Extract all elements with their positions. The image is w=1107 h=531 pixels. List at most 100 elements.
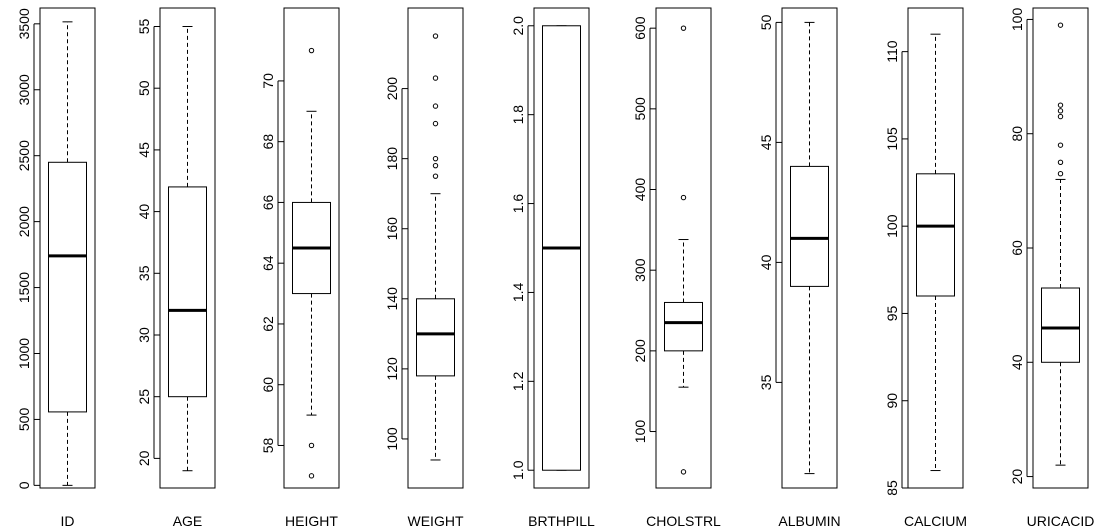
outlier-point-uricacid-4 [1057,108,1064,114]
x-label-albumin: ALBUMIN [778,513,840,529]
outlier-point-uricacid-6 [1057,22,1064,28]
outlier-point-cholstrl-1 [680,194,687,201]
panel-frame-age [159,7,216,489]
y-tick-label-id-0: 0 [16,481,32,489]
iqr-box-weight [416,298,455,377]
x-label-uricacid: URICACID [1027,513,1095,529]
y-tick-label-weight-0: 100 [384,427,400,451]
outlier-point-weight-4 [432,103,439,109]
y-tick-label-cholstrl-0: 100 [632,420,648,444]
y-tick-label-brthpill-0: 1.0 [510,460,526,480]
y-tick-label-calcium-5: 110 [884,40,900,63]
y-tick-label-id-4: 2000 [16,206,32,237]
y-tick-label-id-7: 3500 [16,8,32,39]
y-tick-label-uricacid-0: 20 [1009,469,1025,485]
y-tick-label-height-2: 62 [260,316,276,332]
x-label-age: AGE [173,513,203,529]
outlier-point-uricacid-5 [1057,102,1064,108]
y-tick-label-weight-5: 200 [384,77,400,101]
y-tick-label-calcium-2: 95 [884,305,900,321]
iqr-box-calcium [916,173,955,297]
y-tick-label-weight-4: 180 [384,147,400,171]
outlier-point-weight-2 [432,155,439,162]
outlier-point-uricacid-0 [1057,171,1064,177]
y-tick-label-brthpill-4: 1.8 [510,105,526,125]
y-tick-label-calcium-1: 90 [884,393,900,409]
y-tick-label-uricacid-4: 100 [1009,8,1025,32]
x-label-height: HEIGHT [285,513,338,529]
y-tick-label-id-6: 3000 [16,74,32,105]
panel-frame-brthpill [533,7,590,489]
y-tick-label-brthpill-5: 2.0 [510,16,526,36]
y-tick-label-calcium-3: 100 [884,214,900,238]
y-tick-label-calcium-4: 105 [884,127,900,151]
y-tick-label-uricacid-1: 40 [1009,354,1025,370]
x-label-id: ID [61,513,75,529]
iqr-box-id [48,161,87,413]
y-tick-label-cholstrl-1: 200 [632,339,648,363]
outlier-point-height-0 [308,473,315,479]
y-tick-label-cholstrl-3: 400 [632,178,648,202]
y-tick-label-age-6: 50 [136,80,152,96]
x-label-calcium: CALCIUM [904,513,967,529]
y-tick-label-height-3: 64 [260,255,276,271]
y-tick-label-age-1: 25 [136,389,152,405]
y-tick-label-height-1: 60 [260,377,276,393]
y-tick-label-cholstrl-5: 600 [632,16,648,40]
x-label-brthpill: BRTHPILL [528,513,595,529]
y-tick-label-albumin-2: 45 [758,134,774,150]
y-tick-label-weight-2: 140 [384,287,400,311]
panel-frame-uricacid [1032,7,1089,489]
y-tick-label-cholstrl-4: 500 [632,97,648,121]
x-label-weight: WEIGHT [408,513,464,529]
y-tick-label-cholstrl-2: 300 [632,258,648,282]
outlier-point-cholstrl-2 [680,25,687,31]
panel-frame-height [283,7,340,489]
outlier-point-height-2 [308,47,315,54]
y-tick-label-albumin-3: 50 [758,14,774,30]
y-tick-label-brthpill-1: 1.2 [510,371,526,391]
y-tick-label-height-4: 66 [260,194,276,210]
y-tick-label-calcium-0: 85 [884,480,900,496]
y-tick-label-weight-3: 160 [384,217,400,241]
y-tick-label-id-1: 500 [16,408,32,432]
outlier-point-weight-3 [432,120,439,127]
y-tick-label-age-3: 35 [136,265,152,281]
outlier-point-height-1 [308,442,315,449]
outlier-point-uricacid-2 [1057,142,1064,148]
y-tick-label-uricacid-2: 60 [1009,240,1025,256]
y-tick-label-id-3: 1500 [16,272,32,303]
y-tick-label-height-6: 70 [260,73,276,89]
outlier-point-weight-5 [432,75,439,81]
y-tick-label-age-5: 45 [136,142,152,158]
y-tick-label-id-2: 1000 [16,338,32,369]
panel-frame-albumin [781,7,838,489]
outlier-point-weight-1 [432,162,439,169]
iqr-box-albumin [790,165,829,287]
y-tick-label-brthpill-3: 1.6 [510,194,526,214]
y-tick-label-age-4: 40 [136,204,152,220]
y-tick-label-albumin-0: 35 [758,374,774,390]
panel-frame-id [39,7,96,489]
iqr-box-age [168,186,207,398]
panel-frame-cholstrl [655,7,712,489]
y-tick-label-weight-1: 120 [384,357,400,381]
y-tick-label-age-7: 55 [136,19,152,35]
outlier-point-cholstrl-0 [680,469,687,475]
y-tick-label-id-5: 2500 [16,140,32,171]
panel-frame-calcium [907,7,964,489]
iqr-box-uricacid [1041,287,1080,363]
iqr-box-cholstrl [664,301,703,352]
y-tick-label-brthpill-2: 1.4 [510,283,526,303]
y-tick-label-height-5: 68 [260,134,276,150]
x-label-cholstrl: CHOLSTRL [646,513,721,529]
y-tick-label-age-0: 20 [136,450,152,466]
outlier-point-uricacid-1 [1057,159,1064,165]
y-tick-label-height-0: 58 [260,437,276,453]
panel-frame-weight [407,7,464,489]
y-tick-label-age-2: 30 [136,327,152,343]
outlier-point-weight-6 [432,33,439,39]
y-tick-label-albumin-1: 40 [758,254,774,270]
outlier-point-uricacid-3 [1057,113,1064,120]
